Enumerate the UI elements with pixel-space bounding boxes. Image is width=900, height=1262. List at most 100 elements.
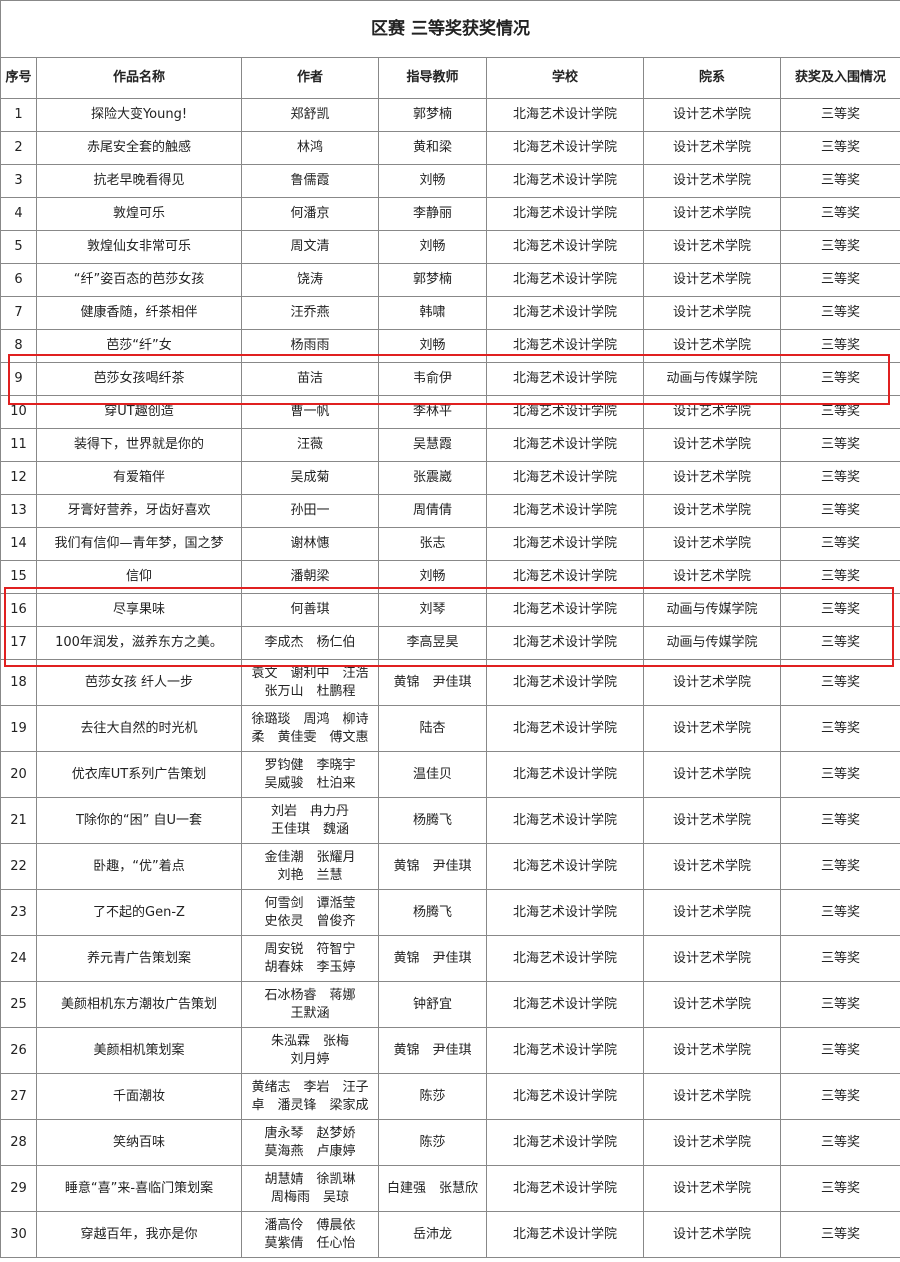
cell-school: 北海艺术设计学院 <box>486 1119 644 1166</box>
cell-author: 林鸿 <box>241 131 379 165</box>
cell-school: 北海艺术设计学院 <box>486 527 644 561</box>
cell-dept: 动画与传媒学院 <box>643 593 781 627</box>
cell-work: 100年润发，滋养东方之美。 <box>36 626 242 660</box>
cell-no: 24 <box>0 935 37 982</box>
cell-award: 三等奖 <box>779 131 900 165</box>
cell-dept: 设计艺术学院 <box>643 1165 781 1212</box>
cell-dept: 设计艺术学院 <box>643 428 781 462</box>
cell-author: 周安锐 符智宁 胡春妹 李玉婷 <box>241 935 379 982</box>
cell-teacher: 吴慧霞 <box>378 428 487 462</box>
cell-dept: 设计艺术学院 <box>643 164 781 198</box>
table-row: 22 卧趣，“优”着点 金佳潮 张耀月 刘艳 兰慧 黄锦 尹佳琪 北海艺术设计学院 设计艺… <box>0 843 900 890</box>
cell-teacher: 黄锦 尹佳琪 <box>378 935 487 982</box>
cell-dept: 设计艺术学院 <box>643 797 781 844</box>
cell-no: 26 <box>0 1027 37 1074</box>
table-row: 21 T除你的“困” 自U一套 刘岩 冉力丹 王佳琪 魏涵 杨腾飞 北海艺术设计学院 设计… <box>0 797 900 844</box>
cell-school: 北海艺术设计学院 <box>486 230 644 264</box>
cell-no: 15 <box>0 560 37 594</box>
cell-author: 汪薇 <box>241 428 379 462</box>
cell-teacher: 杨腾飞 <box>378 797 487 844</box>
table-row: 6 “纤”姿百态的芭莎女孩 饶涛 郭梦楠 北海艺术设计学院 设计艺术学院 三等奖 <box>0 263 900 297</box>
cell-award: 三等奖 <box>779 296 900 330</box>
cell-award: 三等奖 <box>779 659 900 706</box>
cell-school: 北海艺术设计学院 <box>486 164 644 198</box>
header-school: 学校 <box>486 57 644 99</box>
cell-author: 潘朝梁 <box>241 560 379 594</box>
cell-no: 16 <box>0 593 37 627</box>
table-row: 25 美颜相机东方潮妆广告策划 石冰杨睿 蒋娜 王默涵 钟舒宜 北海艺术设计学院 设计艺术… <box>0 981 900 1028</box>
cell-dept: 设计艺术学院 <box>643 1211 781 1258</box>
cell-award: 三等奖 <box>779 935 900 982</box>
cell-work: 卧趣，“优”着点 <box>36 843 242 890</box>
table-row: 24 养元青广告策划案 周安锐 符智宁 胡春妹 李玉婷 黄锦 尹佳琪 北海艺术设计学院设… <box>0 935 900 982</box>
cell-school: 北海艺术设计学院 <box>486 131 644 165</box>
cell-no: 18 <box>0 659 37 706</box>
cell-no: 7 <box>0 296 37 330</box>
cell-no: 8 <box>0 329 37 363</box>
cell-award: 三等奖 <box>779 329 900 363</box>
cell-dept: 动画与传媒学院 <box>643 362 781 396</box>
cell-award: 三等奖 <box>779 560 900 594</box>
cell-teacher: 刘琴 <box>378 593 487 627</box>
cell-dept: 设计艺术学院 <box>643 329 781 363</box>
cell-dept: 设计艺术学院 <box>643 751 781 798</box>
cell-no: 30 <box>0 1211 37 1258</box>
cell-teacher: 李高昱昊 <box>378 626 487 660</box>
cell-dept: 设计艺术学院 <box>643 889 781 936</box>
table-row: 5 敦煌仙女非常可乐 周文清 刘畅 北海艺术设计学院 设计艺术学院 三等奖 <box>0 230 900 264</box>
cell-school: 北海艺术设计学院 <box>486 98 644 132</box>
cell-no: 6 <box>0 263 37 297</box>
cell-author: 郑舒凯 <box>241 98 379 132</box>
cell-teacher: 刘畅 <box>378 164 487 198</box>
cell-award: 三等奖 <box>779 527 900 561</box>
cell-work: 养元青广告策划案 <box>36 935 242 982</box>
cell-school: 北海艺术设计学院 <box>486 461 644 495</box>
table-row: 23 了不起的Gen-Z 何雪剑 谭湉莹 史依灵 曾俊齐 杨腾飞 北海艺术设计学院 设计艺… <box>0 889 900 936</box>
cell-award: 三等奖 <box>779 1165 900 1212</box>
cell-teacher: 陆杏 <box>378 705 487 752</box>
cell-dept: 设计艺术学院 <box>643 296 781 330</box>
table-title: 区赛 三等奖获奖情况 <box>0 0 900 58</box>
cell-work: 信仰 <box>36 560 242 594</box>
cell-author: 苗洁 <box>241 362 379 396</box>
cell-author: 吴成菊 <box>241 461 379 495</box>
cell-award: 三等奖 <box>779 626 900 660</box>
cell-no: 19 <box>0 705 37 752</box>
cell-author: 朱泓霖 张梅 刘月婷 <box>241 1027 379 1074</box>
table-row: 30 穿越百年，我亦是你 潘高伶 傅晨依 莫紫倩 任心怡 岳沛龙 北海艺术设计学院 设计艺… <box>0 1211 900 1258</box>
cell-teacher: 温佳贝 <box>378 751 487 798</box>
cell-work: 牙膏好营养，牙齿好喜欢 <box>36 494 242 528</box>
cell-teacher: 刘畅 <box>378 329 487 363</box>
cell-work: 优衣库UT系列广告策划 <box>36 751 242 798</box>
cell-award: 三等奖 <box>779 797 900 844</box>
cell-work: 尽享果味 <box>36 593 242 627</box>
cell-no: 20 <box>0 751 37 798</box>
cell-school: 北海艺术设计学院 <box>486 263 644 297</box>
cell-award: 三等奖 <box>779 197 900 231</box>
cell-school: 北海艺术设计学院 <box>486 659 644 706</box>
cell-no: 1 <box>0 98 37 132</box>
cell-no: 4 <box>0 197 37 231</box>
cell-no: 13 <box>0 494 37 528</box>
cell-work: 敦煌可乐 <box>36 197 242 231</box>
cell-dept: 设计艺术学院 <box>643 843 781 890</box>
cell-dept: 设计艺术学院 <box>643 131 781 165</box>
table-row: 17 100年润发，滋养东方之美。 李成杰 杨仁伯 李高昱昊 北海艺术设计学院 动画与传媒… <box>0 626 900 660</box>
table-row: 14 我们有信仰—青年梦，国之梦 谢林憓 张志 北海艺术设计学院 设计艺术学院 三等奖 <box>0 527 900 561</box>
header-award: 获奖及入围情况 <box>779 57 900 99</box>
table-row: 4 敦煌可乐 何潘京 李静丽 北海艺术设计学院 设计艺术学院 三等奖 <box>0 197 900 231</box>
cell-teacher: 岳沛龙 <box>378 1211 487 1258</box>
cell-author: 何雪剑 谭湉莹 史依灵 曾俊齐 <box>241 889 379 936</box>
cell-award: 三等奖 <box>779 230 900 264</box>
table-row: 26 美颜相机策划案 朱泓霖 张梅 刘月婷 黄锦 尹佳琪 北海艺术设计学院 设计艺术学院三… <box>0 1027 900 1074</box>
cell-school: 北海艺术设计学院 <box>486 428 644 462</box>
table-row: 28 笑纳百味 唐永琴 赵梦娇 莫海燕 卢康婷 陈莎 北海艺术设计学院 设计艺术学院 三等奖 <box>0 1119 900 1166</box>
cell-no: 3 <box>0 164 37 198</box>
cell-school: 北海艺术设计学院 <box>486 705 644 752</box>
cell-school: 北海艺术设计学院 <box>486 1073 644 1120</box>
cell-award: 三等奖 <box>779 1027 900 1074</box>
cell-school: 北海艺术设计学院 <box>486 296 644 330</box>
cell-teacher: 张震崴 <box>378 461 487 495</box>
cell-award: 三等奖 <box>779 705 900 752</box>
cell-author: 袁文 谢利中 汪浩 张万山 杜鹏程 <box>241 659 379 706</box>
